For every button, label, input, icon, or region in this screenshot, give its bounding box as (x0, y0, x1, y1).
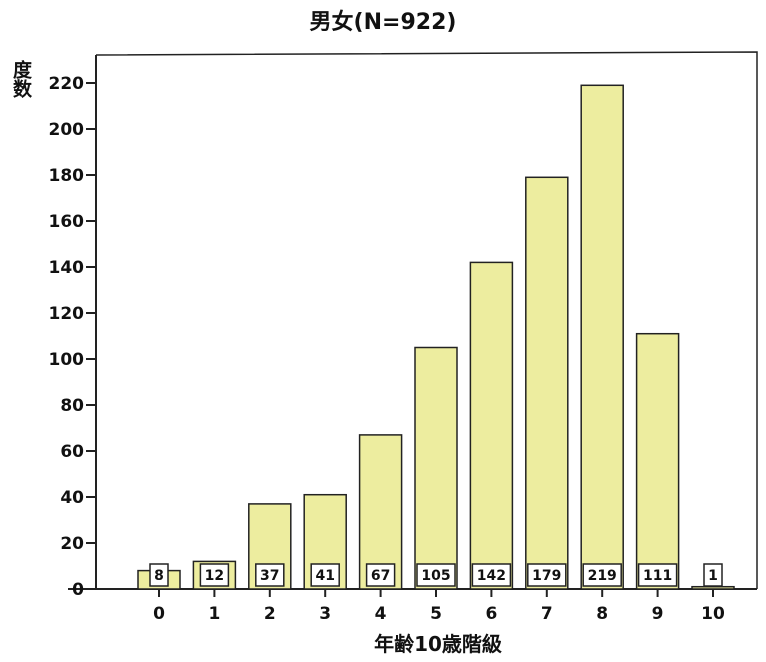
bar (469, 261, 514, 590)
y-tick-label: 80 (60, 396, 84, 416)
y-tick-label: 60 (60, 442, 84, 462)
x-tick-label: 8 (596, 604, 608, 624)
data-label-box (199, 563, 230, 587)
y-tick-label: 40 (60, 488, 84, 508)
data-label-box (310, 563, 340, 587)
x-tick-label: 10 (701, 604, 725, 624)
bar (635, 332, 680, 590)
data-label-box (471, 563, 512, 587)
y-tick-label: 120 (49, 304, 85, 324)
data-label-box (416, 563, 456, 587)
x-tick-label: 5 (430, 604, 442, 624)
y-tick-label: 100 (49, 350, 85, 370)
chart-title: 男女(N=922) (309, 10, 457, 35)
bar (580, 84, 624, 590)
plot-frame (95, 51, 758, 589)
data-label-box (703, 563, 723, 587)
y-tick-label: 220 (49, 74, 85, 94)
x-axis-label: 年齢10歳階級 (374, 632, 502, 656)
data-label-box (255, 563, 285, 587)
data-label: 8 (154, 568, 164, 584)
data-label: 67 (371, 568, 390, 584)
bar (691, 585, 735, 590)
x-tick-label: 9 (652, 604, 664, 624)
y-tick-label: 200 (49, 120, 85, 140)
x-tick-label: 7 (541, 604, 553, 624)
data-label: 12 (205, 568, 224, 584)
x-tick-label: 6 (485, 604, 497, 624)
y-axis-label: 度数 (10, 60, 32, 98)
bar (525, 176, 569, 590)
data-label-box (527, 563, 567, 587)
data-label: 219 (588, 568, 617, 584)
data-label: 41 (315, 568, 334, 584)
data-label-box (637, 563, 678, 587)
y-tick-label: 180 (49, 166, 85, 186)
bar (414, 346, 458, 590)
x-tick-label: 4 (375, 604, 387, 624)
data-label: 37 (260, 568, 279, 584)
data-label: 111 (643, 568, 672, 584)
data-label: 142 (477, 568, 506, 584)
data-label: 179 (532, 568, 561, 584)
y-tick-label: 20 (60, 534, 84, 554)
y-tick-label: 160 (49, 212, 85, 232)
data-label: 105 (421, 568, 450, 584)
y-tick-label: 0 (72, 580, 84, 600)
x-tick-label: 0 (153, 604, 165, 624)
x-tick-label: 1 (208, 604, 220, 624)
data-label-box (149, 563, 169, 587)
data-label-box (582, 563, 622, 587)
x-tick-label: 2 (264, 604, 276, 624)
data-label-box (365, 563, 396, 587)
y-tick-label: 140 (49, 258, 85, 278)
data-label: 1 (708, 568, 718, 584)
x-tick-label: 3 (319, 604, 331, 624)
